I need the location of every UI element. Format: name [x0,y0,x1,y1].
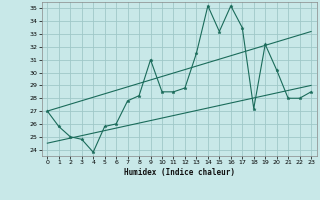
X-axis label: Humidex (Indice chaleur): Humidex (Indice chaleur) [124,168,235,177]
